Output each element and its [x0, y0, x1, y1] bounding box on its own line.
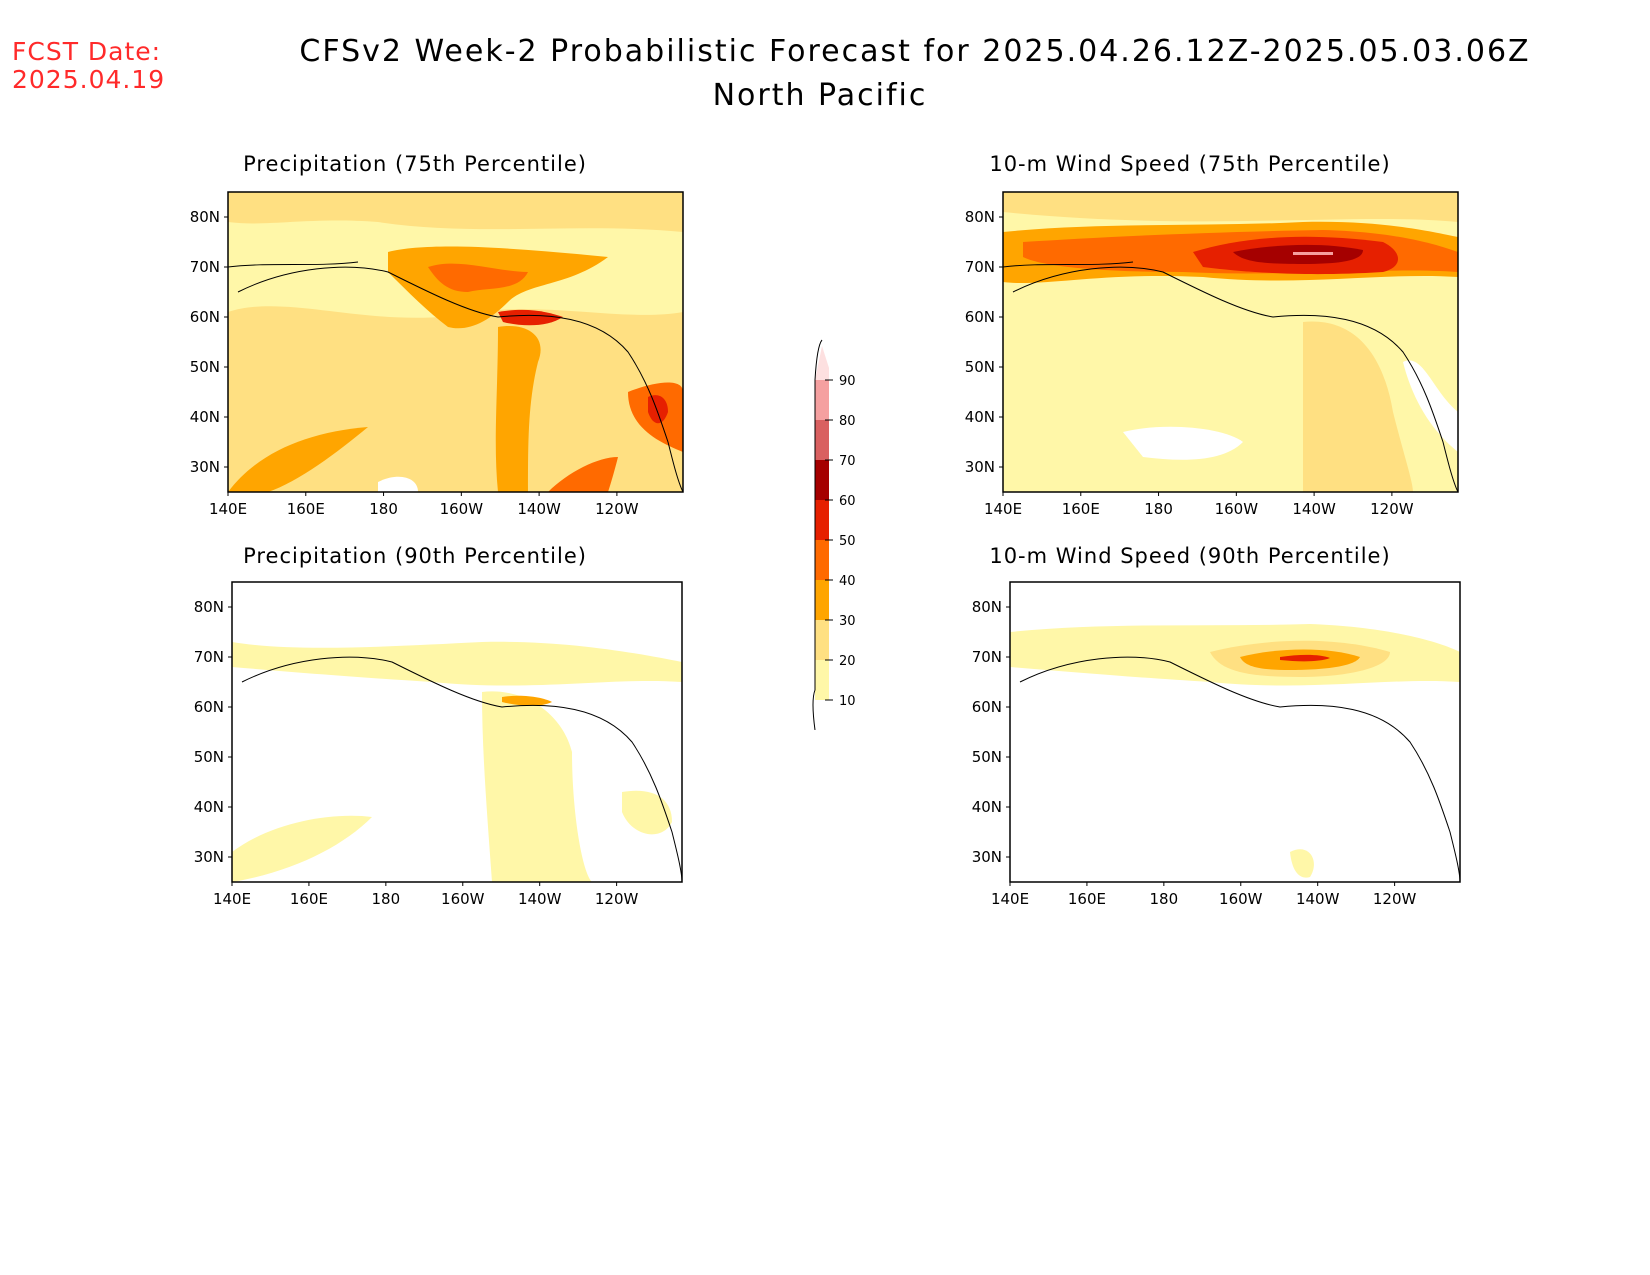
lat-tick-label: 40N [190, 408, 220, 426]
colorbar-segment [815, 380, 829, 420]
lon-tick-label: 160E [287, 500, 325, 518]
lat-tick-label: 60N [965, 308, 995, 326]
panel-title: 10-m Wind Speed (75th Percentile) [989, 152, 1391, 176]
lon-tick-label: 140W [518, 890, 562, 908]
colorbar-label: 70 [839, 454, 856, 469]
lat-tick-label: 40N [194, 798, 224, 816]
colorbar-label: 20 [839, 654, 856, 669]
colorbar-label: 90 [839, 374, 856, 389]
lat-tick-label: 40N [972, 798, 1002, 816]
lon-tick-label: 140W [1296, 890, 1340, 908]
panel-precip-90: Precipitation (90th Percentile) 80N 70N 60… [150, 544, 700, 950]
colorbar-label: 50 [839, 534, 856, 549]
map-precip-75: 80N 70N 60N 50N 40N 30N 140E 160E 180 160W 140W 120… [190, 191, 684, 518]
panel-precip-75: Precipitation (75th Percentile) 80N 70N 60… [150, 150, 700, 530]
lat-tick-label: 30N [194, 848, 224, 866]
main-title: CFSv2 Week-2 Probabilistic Forecast for … [299, 34, 1531, 69]
map-wind-75: 80N 70N 60N 50N 40N 30N 140E 160E 180 160W 140W 120… [965, 191, 1459, 518]
panel-wind-75: 10-m Wind Speed (75th Percentile) 80N 70N… [925, 150, 1475, 530]
lon-tick-label: 180 [1150, 890, 1179, 908]
region-subtitle: North Pacific [712, 78, 928, 113]
colorbar-segment [815, 580, 829, 620]
colorbar-outline [812, 339, 823, 730]
lon-tick-label: 140E [991, 890, 1029, 908]
lat-tick-label: 60N [190, 308, 220, 326]
lat-tick-label: 80N [194, 598, 224, 616]
lat-tick-label: 30N [972, 848, 1002, 866]
lon-tick-label: 160E [1068, 890, 1106, 908]
colorbar-label: 60 [839, 494, 856, 509]
lon-tick-label: 140E [984, 500, 1022, 518]
colorbar-label: 10 [839, 694, 856, 709]
lat-tick-label: 30N [965, 458, 995, 476]
map-wind-90: 80N 70N 60N 50N 40N 30N 140E 160E 180 160W 140W 120… [972, 581, 1461, 908]
lat-tick-label: 70N [965, 258, 995, 276]
lon-tick-label: 160W [441, 890, 485, 908]
colorbar-segment [815, 420, 829, 460]
lon-tick-label: 180 [369, 500, 398, 518]
lon-tick-label: 160W [1215, 500, 1259, 518]
lon-tick-label: 160W [1219, 890, 1263, 908]
lat-tick-label: 30N [190, 458, 220, 476]
panel-title: Precipitation (90th Percentile) [243, 544, 587, 568]
lat-tick-label: 70N [194, 648, 224, 666]
lat-tick-label: 60N [194, 698, 224, 716]
lon-tick-label: 120W [595, 890, 639, 908]
colorbar-segment [815, 460, 829, 500]
fcst-date-value: 2025.04.19 [12, 65, 166, 94]
lat-tick-label: 80N [972, 598, 1002, 616]
lat-tick-label: 80N [190, 208, 220, 226]
fcst-date-label: FCST Date: [12, 37, 162, 66]
map-precip-90: 80N 70N 60N 50N 40N 30N 140E 160E 180 160W 140W 120… [194, 581, 683, 908]
lat-tick-label: 50N [965, 358, 995, 376]
colorbar-label: 30 [839, 614, 856, 629]
panel-title: Precipitation (75th Percentile) [243, 152, 587, 176]
colorbar-label: 80 [839, 414, 856, 429]
lat-tick-label: 60N [972, 698, 1002, 716]
lat-tick-label: 70N [190, 258, 220, 276]
lon-tick-label: 120W [595, 500, 639, 518]
panel-wind-90: 10-m Wind Speed (90th Percentile) 80N 70N… [925, 544, 1475, 950]
lon-tick-label: 140W [1292, 500, 1336, 518]
lat-tick-label: 50N [194, 748, 224, 766]
fcst-date-block: FCST Date: 2025.04.19 [12, 38, 165, 94]
lon-tick-label: 140E [209, 500, 247, 518]
lon-tick-label: 160E [290, 890, 328, 908]
lon-tick-label: 160E [1062, 500, 1100, 518]
lon-tick-label: 180 [1144, 500, 1173, 518]
lat-tick-label: 40N [965, 408, 995, 426]
lon-tick-label: 140E [213, 890, 251, 908]
lon-tick-label: 120W [1373, 890, 1417, 908]
lat-tick-label: 50N [190, 358, 220, 376]
lon-tick-label: 180 [372, 890, 401, 908]
lon-tick-label: 120W [1370, 500, 1414, 518]
colorbar-segment [815, 500, 829, 540]
lat-tick-label: 50N [972, 748, 1002, 766]
lon-tick-label: 160W [440, 500, 484, 518]
colorbar: 10 20 30 40 50 60 70 80 90 [812, 339, 856, 730]
colorbar-segment [815, 660, 829, 700]
lon-tick-label: 140W [517, 500, 561, 518]
lat-tick-label: 70N [972, 648, 1002, 666]
colorbar-segment [815, 620, 829, 660]
lat-tick-label: 80N [965, 208, 995, 226]
colorbar-label: 40 [839, 574, 856, 589]
colorbar-segment [815, 346, 829, 380]
panel-title: 10-m Wind Speed (90th Percentile) [989, 544, 1391, 568]
colorbar-segment [815, 540, 829, 580]
